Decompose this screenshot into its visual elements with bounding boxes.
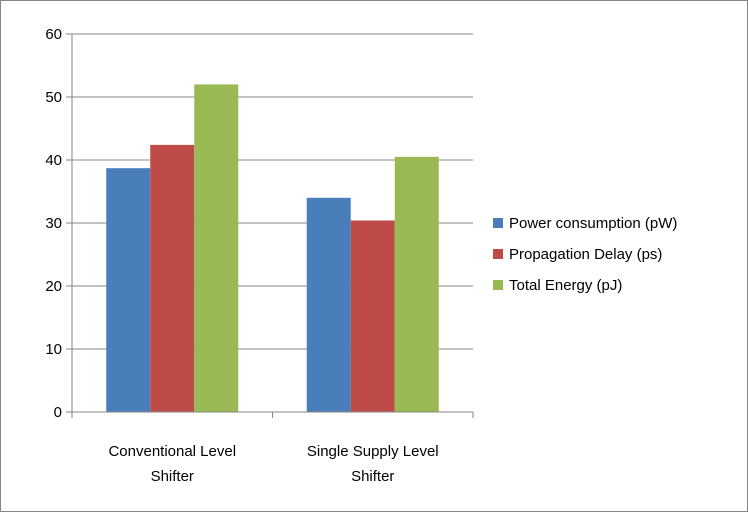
- y-tick-label: 40: [45, 152, 62, 169]
- legend-label: Total Energy (pJ): [509, 277, 622, 294]
- bar-propagation-2: [350, 220, 395, 412]
- y-tick-label: 60: [45, 26, 62, 43]
- legend: Power consumption (pW) Propagation Delay …: [493, 215, 677, 294]
- x-category-label: Shifter: [151, 468, 194, 485]
- y-tick-label: 20: [45, 278, 62, 295]
- bar-propagation-1: [150, 144, 195, 412]
- axes: [66, 33, 474, 418]
- legend-label: Propagation Delay (ps): [509, 246, 662, 263]
- bar-power-2: [306, 197, 351, 412]
- y-tick-label: 10: [45, 341, 62, 358]
- legend-swatch: [493, 249, 503, 259]
- legend-swatch: [493, 218, 503, 228]
- bar-power-1: [106, 168, 151, 412]
- y-tick-label: 50: [45, 89, 62, 106]
- y-tick-labels: 0 10 20 30 40 50 60: [45, 26, 62, 421]
- x-category-label: Shifter: [351, 468, 394, 485]
- bar-total-1: [194, 84, 239, 413]
- y-tick-label: 30: [45, 215, 62, 232]
- legend-swatch: [493, 280, 503, 290]
- x-category-labels: Conventional Level Shifter Single Supply L…: [108, 443, 438, 485]
- bar-total-2: [394, 156, 439, 412]
- x-category-label: Conventional Level: [108, 443, 236, 460]
- y-tick-label: 0: [54, 404, 62, 421]
- legend-label: Power consumption (pW): [509, 215, 677, 232]
- x-category-label: Single Supply Level: [307, 443, 439, 460]
- bars: [106, 84, 439, 413]
